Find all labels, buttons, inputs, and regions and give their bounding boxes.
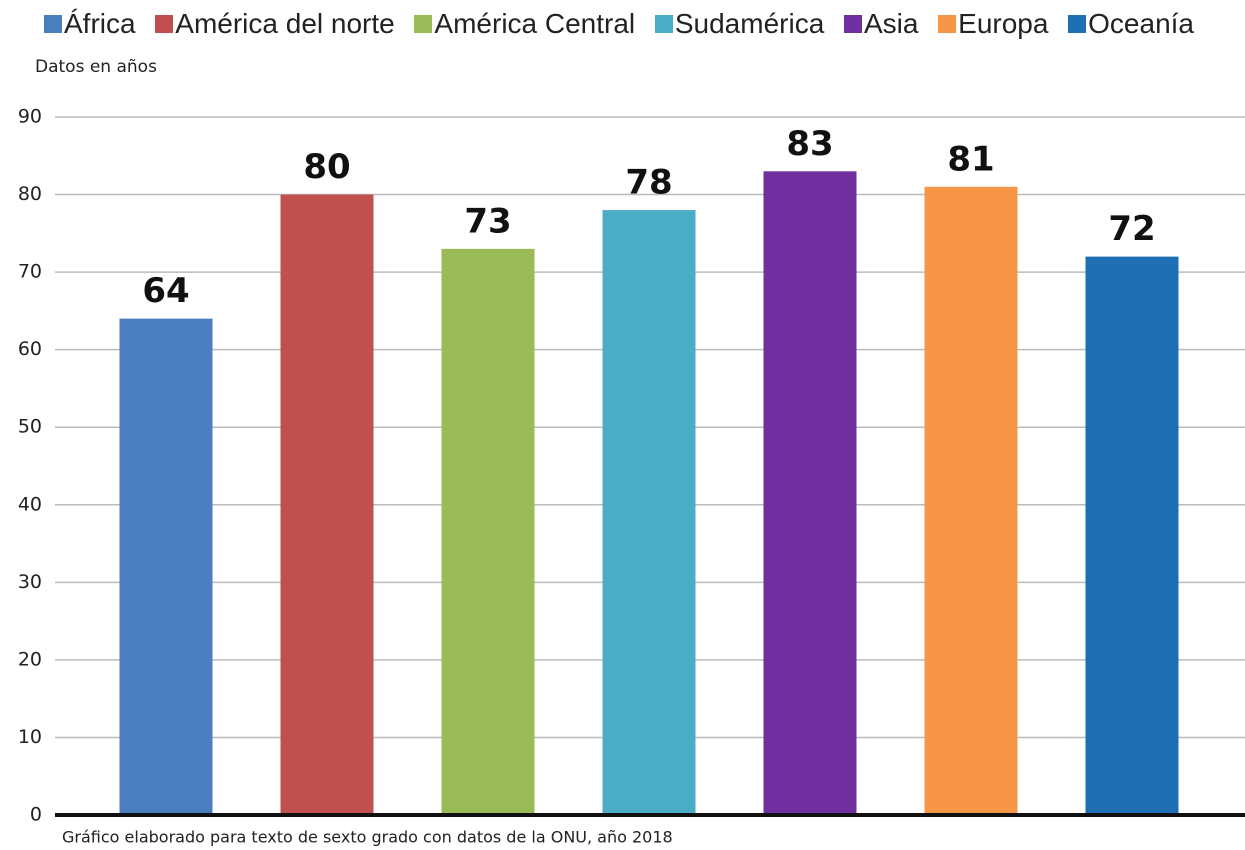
y-tick-label: 20 [18, 648, 42, 670]
bar [603, 210, 696, 815]
footnote: Gráfico elaborado para texto de sexto gr… [62, 828, 673, 847]
y-tick-label: 60 [18, 338, 42, 360]
bar [120, 319, 213, 815]
bar [925, 187, 1018, 815]
value-label: 64 [142, 271, 189, 311]
value-label: 80 [303, 147, 350, 187]
y-tick-label: 0 [30, 804, 42, 826]
y-tick-label: 30 [18, 571, 42, 593]
y-tick-label: 90 [18, 106, 42, 128]
y-tick-label: 50 [18, 416, 42, 438]
y-tick-label: 10 [18, 726, 42, 748]
chart: Datos en años Gráfico elaborado para tex… [0, 0, 1245, 850]
page: ÁfricaAmérica del norteAmérica CentralSu… [0, 0, 1245, 850]
bar [1086, 257, 1179, 815]
y-tick-label: 40 [18, 493, 42, 515]
value-label: 81 [947, 139, 994, 179]
y-axis-label: Datos en años [35, 57, 157, 77]
value-label: 73 [464, 201, 511, 241]
y-tick-label: 70 [18, 261, 42, 283]
y-tick-label: 80 [18, 183, 42, 205]
bar [764, 171, 857, 815]
bar [442, 249, 535, 815]
value-label: 78 [625, 163, 672, 203]
value-label: 83 [786, 124, 833, 164]
value-label: 72 [1108, 209, 1155, 249]
bar [281, 195, 374, 815]
